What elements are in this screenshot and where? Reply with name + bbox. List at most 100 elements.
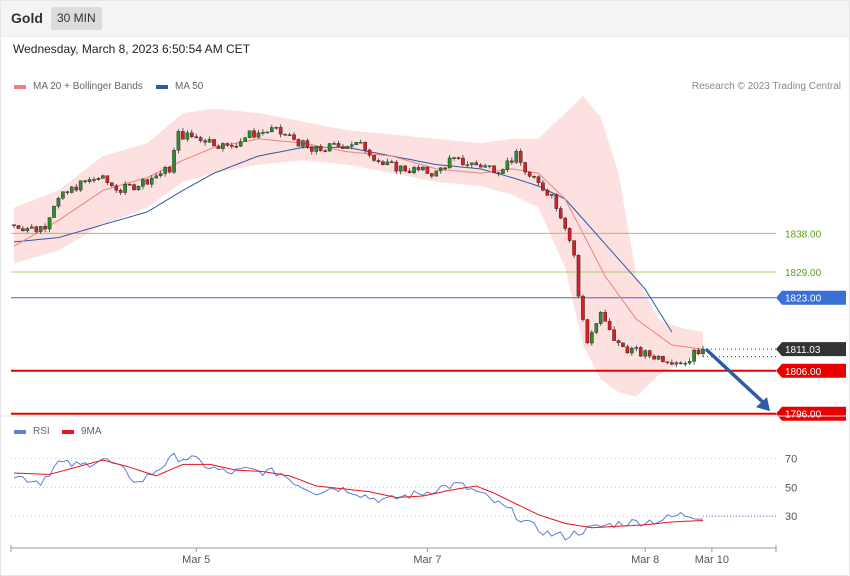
candle-body (105, 175, 110, 183)
candle-body (478, 164, 483, 168)
candle-body (261, 132, 265, 134)
candle-body (158, 173, 163, 176)
level-tag-1811.03 (776, 342, 846, 357)
candle-body (514, 151, 519, 163)
rsi-ma-line (13, 459, 704, 529)
legend-swatch-rsi (14, 429, 26, 434)
level-label-1829.00: 1829.00 (785, 268, 822, 279)
candle-body (265, 131, 270, 134)
legend-swatch-rsi-ma (62, 429, 74, 434)
ma20-line (13, 138, 704, 350)
candle-body (483, 165, 487, 168)
candle-body (114, 185, 119, 191)
x-tick-label: Mar 8 (631, 554, 659, 566)
candle-body (385, 161, 390, 165)
candle-body (683, 362, 687, 365)
candle-body (643, 350, 647, 357)
candle-body (376, 160, 381, 162)
candle-body (301, 140, 305, 147)
candle-body (34, 226, 39, 232)
candle-body (656, 355, 661, 360)
candle-body (456, 157, 461, 159)
candle-body (696, 349, 701, 355)
legend-label-ma20: MA 20 + Bollinger Bands (33, 81, 143, 92)
candle-body (47, 217, 52, 230)
candle-body (230, 145, 234, 147)
candle-body (287, 134, 292, 136)
candle-body (274, 127, 279, 129)
level-label-1838.00: 1838.00 (785, 229, 822, 240)
candle-body (345, 146, 350, 149)
candle-body (283, 134, 287, 136)
candle-body (407, 170, 412, 173)
candle-body (523, 162, 527, 173)
candle-body (701, 348, 705, 355)
rsi-line (13, 452, 704, 541)
candle-body (149, 177, 154, 185)
candle-body (461, 157, 465, 166)
candle-body (487, 165, 492, 167)
candle-body (567, 228, 572, 241)
rsi-level-label-70: 70 (785, 454, 797, 466)
candle-body (305, 140, 310, 148)
candle-body (367, 149, 372, 156)
candle-body (101, 175, 105, 179)
candle-body (372, 155, 376, 161)
candle-body (243, 137, 247, 142)
timeframe-badge[interactable]: 30 MIN (51, 7, 102, 30)
legend-rsi-ma: 9MA (62, 426, 102, 437)
candle-body (109, 182, 114, 186)
candle-body (532, 176, 536, 178)
candle-body (16, 225, 21, 229)
candle-body (163, 167, 167, 174)
candle-body (647, 350, 652, 357)
candle-body (518, 151, 523, 163)
candle-body (69, 186, 74, 193)
candle-body (270, 127, 274, 133)
candle-body (443, 167, 447, 170)
legend-ma50: MA 50 (156, 81, 203, 92)
rsi-level-label-30: 30 (785, 511, 797, 523)
candle-body (687, 361, 692, 364)
candle-body (221, 143, 225, 149)
candle-body (292, 134, 296, 140)
candle-body (341, 146, 345, 149)
candle-body (296, 139, 301, 147)
candle-body (189, 132, 194, 137)
candle-body (185, 132, 190, 140)
legend-swatch-ma20 (14, 84, 26, 89)
candle-body (238, 141, 243, 147)
level-tag-1796.00 (776, 406, 846, 421)
copyright-text: Research © 2023 Trading Central (691, 81, 841, 92)
candle-body (394, 161, 399, 172)
candle-body (416, 167, 421, 171)
candle-body (621, 342, 625, 347)
candle-body (25, 228, 30, 232)
candle-body (430, 173, 434, 177)
candle-body (398, 165, 403, 172)
candle-body (505, 160, 510, 170)
candle-body (541, 182, 545, 191)
x-tick-label: Mar 10 (695, 554, 729, 566)
level-label-1811.03: 1811.03 (785, 345, 821, 356)
candle-body (447, 157, 452, 169)
candle-body (438, 167, 443, 172)
candle-body (434, 170, 439, 177)
legend-ma20: MA 20 + Bollinger Bands (14, 81, 143, 92)
candle-body (598, 312, 603, 324)
candle-body (172, 150, 176, 173)
candle-body (510, 160, 514, 163)
candle-body (198, 137, 203, 141)
candle-body (625, 346, 630, 354)
candle-body (247, 130, 252, 138)
candle-body (652, 355, 656, 360)
candle-body (141, 179, 145, 187)
candle-body (474, 162, 479, 166)
candle-body (390, 161, 394, 164)
legend-rsi: RSI (14, 426, 50, 437)
candle-body (225, 143, 230, 146)
x-tick-label: Mar 5 (182, 554, 210, 566)
candle-body (145, 179, 150, 185)
candle-body (332, 143, 336, 145)
candle-body (678, 362, 683, 365)
